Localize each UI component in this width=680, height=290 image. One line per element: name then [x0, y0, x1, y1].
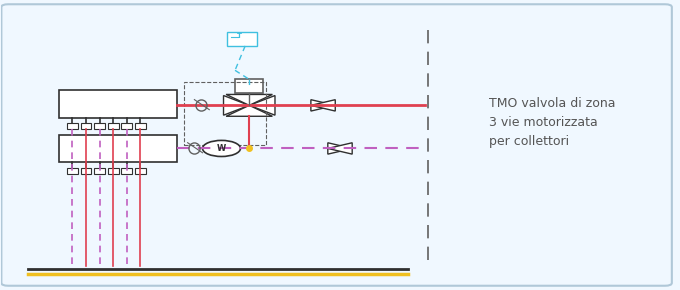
Bar [121, 168, 132, 174]
Bar [235, 79, 263, 93]
FancyBboxPatch shape [1, 4, 672, 286]
Polygon shape [226, 95, 273, 105]
Text: TMO valvola di zona
3 vie motorizzata
per collettori: TMO valvola di zona 3 vie motorizzata pe… [489, 97, 615, 148]
Bar [81, 168, 91, 174]
Polygon shape [224, 95, 250, 115]
Bar [67, 124, 78, 129]
Circle shape [203, 140, 241, 157]
Polygon shape [226, 105, 273, 116]
Bar [184, 82, 265, 145]
Bar [67, 168, 78, 174]
Bar [107, 168, 118, 174]
Text: W: W [217, 144, 226, 153]
Bar [121, 124, 132, 129]
Polygon shape [250, 95, 275, 115]
Polygon shape [311, 100, 335, 111]
Polygon shape [328, 143, 352, 154]
Bar [59, 90, 177, 118]
Polygon shape [311, 100, 335, 111]
Bar [135, 168, 146, 174]
Bar [94, 168, 105, 174]
Bar [227, 32, 257, 46]
Polygon shape [328, 143, 352, 154]
Bar [107, 124, 118, 129]
Bar [94, 124, 105, 129]
Bar [59, 135, 177, 162]
Text: T: T [237, 33, 241, 39]
Bar [135, 124, 146, 129]
Bar [81, 124, 91, 129]
